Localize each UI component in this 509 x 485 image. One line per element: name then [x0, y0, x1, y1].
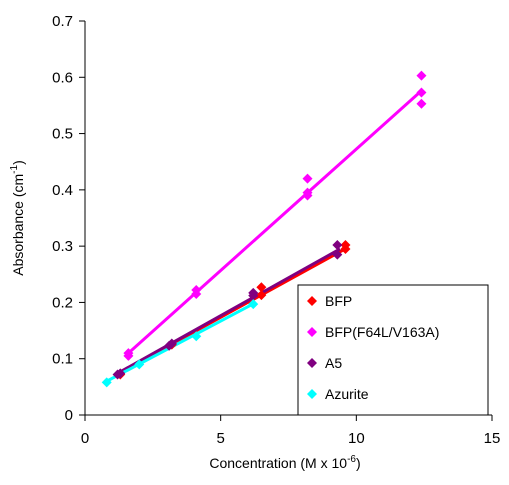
y-tick-label: 0.3 — [52, 238, 73, 255]
x-axis-title: Concentration (M x 10-6) — [209, 454, 360, 471]
data-point-1 — [302, 174, 312, 184]
y-tick-label: 0.1 — [52, 351, 73, 368]
y-tick-label: 0.2 — [52, 294, 73, 311]
fit-line-3 — [107, 302, 256, 381]
legend-label-0: BFP — [325, 293, 352, 309]
x-tick-label: 15 — [484, 430, 501, 447]
x-tick-label: 10 — [348, 430, 365, 447]
y-tick-label: 0.7 — [52, 13, 73, 30]
y-tick-label: 0.6 — [52, 69, 73, 86]
legend-label-3: Azurite — [325, 386, 369, 402]
x-tick-label: 5 — [216, 430, 224, 447]
y-tick-label: 0 — [65, 407, 73, 424]
data-point-1 — [416, 99, 426, 109]
y-axis-title: Absorbance (cm-1) — [9, 160, 26, 276]
data-point-1 — [416, 71, 426, 81]
data-point-2 — [332, 240, 342, 250]
plot-area: 0 5 10 15 0 0.1 0.2 0.3 0.4 0.5 0.6 0.7 BFP BFP(F64L/… — [52, 13, 500, 447]
y-tick-label: 0.5 — [52, 126, 73, 143]
x-tick-label: 0 — [81, 430, 89, 447]
y-tick-label: 0.4 — [52, 182, 73, 199]
data-point-1 — [416, 87, 426, 97]
legend-label-2: A5 — [325, 355, 342, 371]
legend-label-1: BFP(F64L/V163A) — [325, 324, 439, 340]
